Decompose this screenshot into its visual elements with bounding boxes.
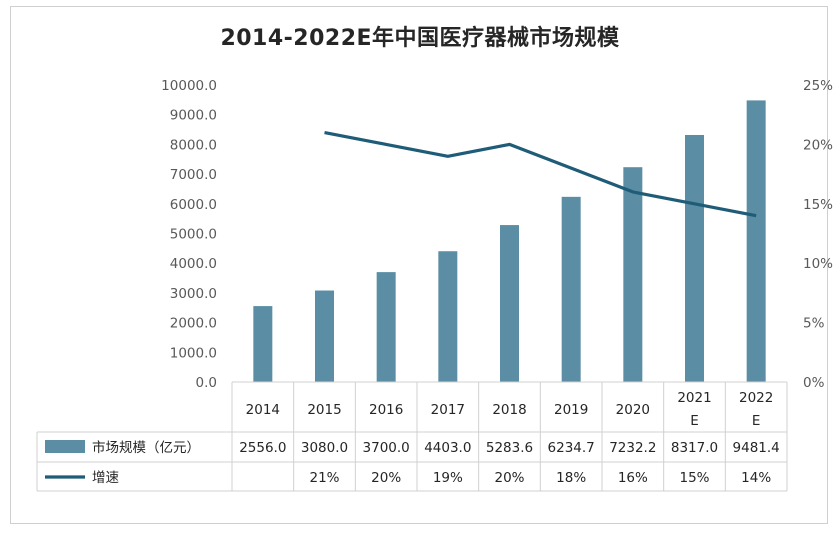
bar-value-cell: 6234.7	[548, 440, 595, 456]
bar-value-cell: 4403.0	[424, 440, 471, 456]
left-axis-tick-label: 0.0	[196, 375, 217, 391]
bar	[315, 290, 334, 382]
right-axis-tick-label: 25%	[803, 78, 833, 94]
data-table: 2014 2015 2016 2017 2018 2019 2020 2021 E 2022 E 市场…	[36, 381, 788, 492]
category-label: 2022	[739, 390, 773, 406]
bar	[438, 251, 458, 382]
bar-series	[253, 100, 766, 383]
left-axis-tick-label: 5000.0	[170, 227, 217, 243]
left-axis-tick-label: 2000.0	[170, 316, 217, 332]
bar-value-cell: 7232.2	[609, 440, 656, 456]
growth-value-cell: 16%	[618, 470, 648, 486]
category-label: 2017	[431, 402, 465, 418]
category-label: 2015	[307, 402, 341, 418]
bar	[500, 225, 519, 382]
growth-value-cell: 19%	[433, 470, 463, 486]
left-axis-tick-label: 9000.0	[170, 108, 217, 124]
bar-value-cell: 5283.6	[486, 440, 533, 456]
bar	[746, 100, 766, 383]
left-axis-tick-label: 7000.0	[170, 167, 217, 183]
category-label: 2019	[554, 402, 588, 418]
category-label: 2018	[492, 402, 526, 418]
bar	[623, 167, 643, 382]
bar-value-cell: 3080.0	[301, 440, 348, 456]
growth-value-cell: 20%	[371, 470, 401, 486]
growth-value-cell: 21%	[309, 470, 339, 486]
left-axis-tick-label: 8000.0	[170, 137, 217, 153]
left-axis-tick-label: 10000.0	[161, 78, 217, 94]
line-legend-label: 增速	[92, 470, 119, 486]
bar	[253, 306, 273, 382]
bar-legend-swatch	[45, 440, 85, 453]
bar	[376, 272, 396, 382]
left-axis-tick-label: 6000.0	[170, 197, 217, 213]
right-axis: 0% 5% 10% 15% 20% 25%	[803, 78, 833, 391]
right-axis-tick-label: 20%	[803, 137, 833, 153]
bar-value-cell: 9481.4	[733, 440, 780, 456]
category-label-suffix: E	[690, 413, 699, 429]
right-axis-tick-label: 10%	[803, 256, 833, 272]
category-label: 2014	[246, 402, 280, 418]
growth-value-cell: 14%	[741, 470, 771, 486]
bar-value-cell: 8317.0	[671, 440, 718, 456]
bar	[561, 196, 581, 382]
category-label: 2016	[369, 402, 403, 418]
growth-value-cell: 15%	[679, 470, 709, 486]
growth-line-series	[324, 130, 757, 218]
category-label: 2021	[677, 390, 711, 406]
bar-legend-label: 市场规模（亿元）	[92, 439, 200, 456]
growth-value-cell: 18%	[556, 470, 586, 486]
growth-line	[324, 130, 757, 218]
chart-title: 2014-2022E年中国医疗器械市场规模	[220, 26, 620, 51]
left-axis-tick-label: 4000.0	[170, 256, 217, 272]
right-axis-tick-label: 15%	[803, 197, 833, 213]
left-axis-tick-label: 1000.0	[170, 345, 217, 361]
right-axis-tick-label: 5%	[803, 316, 825, 332]
right-axis-tick-label: 0%	[803, 375, 825, 391]
bar-value-cell: 3700.0	[363, 440, 410, 456]
growth-value-cell: 20%	[494, 470, 524, 486]
left-axis-tick-label: 3000.0	[170, 286, 217, 302]
left-axis: 0.0 1000.0 2000.0 3000.0 4000.0 5000.0 6000.0 7…	[161, 78, 217, 391]
category-label: 2020	[616, 402, 650, 418]
category-label-suffix: E	[752, 413, 761, 429]
bar	[685, 134, 704, 382]
bar-value-cell: 2556.0	[239, 440, 286, 456]
